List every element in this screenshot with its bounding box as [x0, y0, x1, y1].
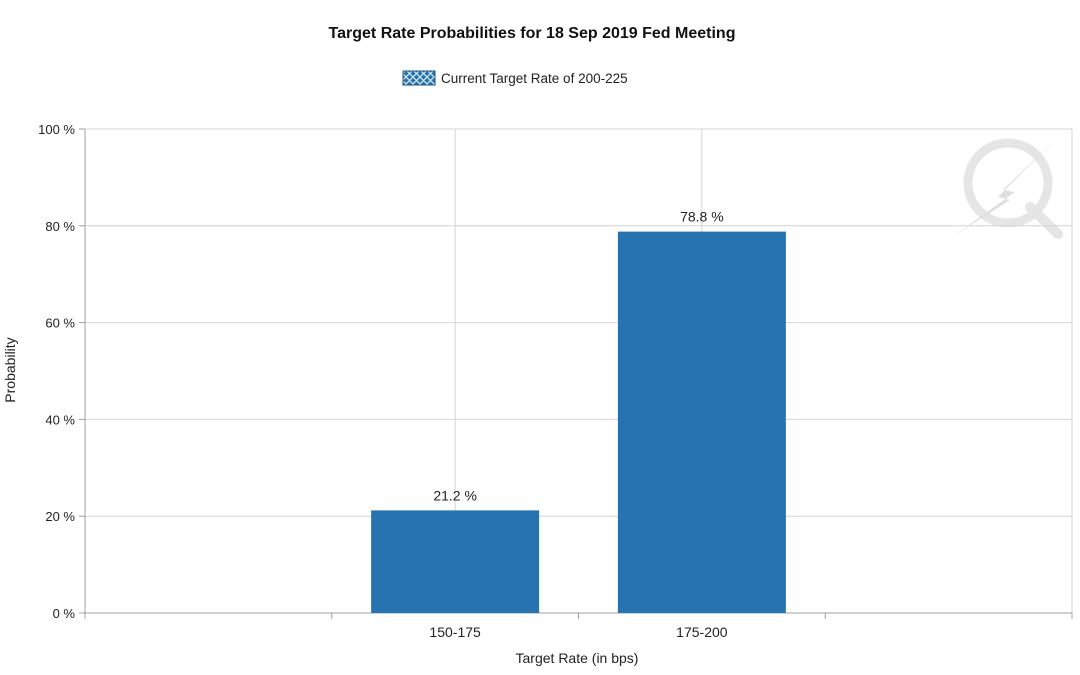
chart-title: Target Rate Probabilities for 18 Sep 201… — [329, 25, 736, 42]
y-tick-label: 80 % — [45, 219, 75, 234]
x-tick-label-150-175: 150-175 — [429, 624, 481, 640]
bars — [371, 231, 786, 613]
watermark-logo-icon — [955, 138, 1063, 239]
y-tick-label: 0 % — [53, 606, 76, 621]
y-axis-label: Probability — [2, 337, 18, 402]
legend: Current Target Rate of 200-225 — [402, 70, 628, 86]
data-label-150-175: 21.2 % — [433, 487, 477, 503]
y-tick-label: 20 % — [45, 509, 75, 524]
legend-label: Current Target Rate of 200-225 — [441, 71, 628, 86]
axes — [79, 128, 1073, 619]
bar-150-175 — [371, 510, 540, 613]
y-tick-label: 60 % — [45, 316, 75, 331]
x-tick-label-175-200: 175-200 — [676, 624, 728, 640]
y-tick-label: 40 % — [45, 412, 75, 427]
x-tick-labels: 150-175 175-200 — [429, 624, 727, 640]
bar-175-200 — [617, 231, 786, 613]
data-labels: 21.2 % 78.8 % — [433, 209, 723, 504]
x-axis-label: Target Rate (in bps) — [516, 650, 639, 666]
legend-swatch — [402, 70, 436, 86]
y-tick-label: 100 % — [38, 122, 75, 137]
y-tick-labels: 0 % 20 % 40 % 60 % 80 % 100 % — [38, 122, 75, 621]
data-label-175-200: 78.8 % — [680, 209, 724, 225]
gridlines — [85, 128, 1073, 614]
